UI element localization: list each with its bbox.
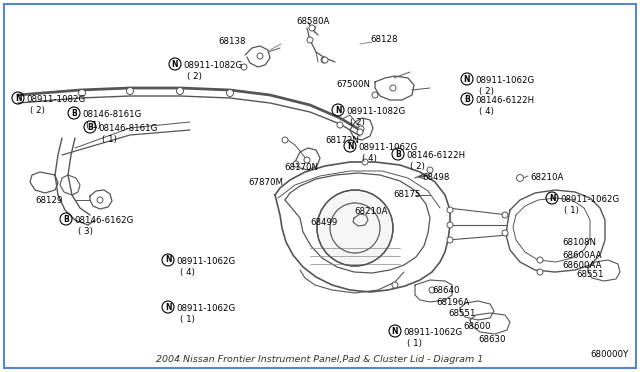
Circle shape (537, 257, 543, 263)
Circle shape (321, 57, 327, 63)
Circle shape (309, 25, 315, 31)
Text: N: N (164, 256, 172, 264)
Text: 68600AA: 68600AA (562, 261, 602, 270)
Text: B: B (464, 94, 470, 103)
Text: 68630: 68630 (478, 335, 506, 344)
Text: 68138: 68138 (218, 37, 246, 46)
Text: 68600: 68600 (463, 322, 490, 331)
Text: 2004 Nissan Frontier Instrument Panel,Pad & Cluster Lid - Diagram 1: 2004 Nissan Frontier Instrument Panel,Pa… (156, 355, 484, 364)
Text: 68128: 68128 (370, 35, 397, 44)
Text: ( 2): ( 2) (30, 106, 45, 115)
Text: N: N (335, 106, 341, 115)
Text: 68551: 68551 (576, 270, 604, 279)
Text: 68170N: 68170N (284, 163, 318, 172)
Circle shape (177, 87, 184, 94)
Text: 08911-1082G: 08911-1082G (183, 61, 243, 70)
Text: 68499: 68499 (310, 218, 337, 227)
Text: 68175: 68175 (393, 190, 420, 199)
Circle shape (322, 57, 328, 63)
Text: ( 4): ( 4) (180, 268, 195, 277)
Text: ( 2): ( 2) (187, 72, 202, 81)
Circle shape (502, 230, 508, 236)
Circle shape (447, 207, 453, 213)
Text: ( 3): ( 3) (78, 227, 93, 236)
Circle shape (372, 92, 378, 98)
Circle shape (427, 167, 433, 173)
Text: 68108N: 68108N (562, 238, 596, 247)
Text: 08911-1062G: 08911-1062G (358, 143, 417, 152)
Circle shape (429, 287, 435, 293)
Circle shape (392, 282, 398, 288)
Circle shape (304, 157, 310, 163)
Circle shape (282, 137, 288, 143)
Text: 68551: 68551 (448, 309, 476, 318)
Text: ( 2): ( 2) (479, 87, 494, 96)
Text: ( 1): ( 1) (102, 135, 117, 144)
Text: 08911-1062G: 08911-1062G (176, 257, 236, 266)
Circle shape (516, 174, 524, 182)
Text: 68580A: 68580A (296, 17, 330, 26)
Text: 08911-1062G: 08911-1062G (403, 328, 462, 337)
Text: 08911-1062G: 08911-1062G (560, 195, 620, 204)
Text: 08911-1082G: 08911-1082G (26, 95, 85, 104)
Circle shape (293, 161, 299, 167)
Text: 08146-8161G: 08146-8161G (82, 110, 141, 119)
Text: N: N (392, 327, 398, 336)
Ellipse shape (317, 190, 393, 266)
Text: 08146-6122H: 08146-6122H (406, 151, 465, 160)
Text: ( 1): ( 1) (407, 339, 422, 348)
Circle shape (337, 122, 343, 128)
Text: ( 1): ( 1) (564, 206, 579, 215)
Text: ( 2): ( 2) (350, 118, 365, 127)
Text: 68210A: 68210A (354, 207, 387, 216)
Circle shape (537, 269, 543, 275)
Text: ( 4): ( 4) (479, 107, 494, 116)
Text: N: N (548, 193, 556, 202)
Circle shape (257, 53, 263, 59)
Circle shape (447, 237, 453, 243)
Text: 08911-1062G: 08911-1062G (176, 304, 236, 313)
Text: N: N (464, 74, 470, 83)
Text: 680000Y: 680000Y (590, 350, 628, 359)
Text: ( 1): ( 1) (180, 315, 195, 324)
Text: B: B (87, 122, 93, 131)
Circle shape (502, 212, 508, 218)
Text: ( 4): ( 4) (362, 154, 377, 163)
Text: 68600AA: 68600AA (562, 251, 602, 260)
Circle shape (127, 87, 134, 94)
Text: N: N (164, 302, 172, 311)
Text: B: B (63, 215, 69, 224)
Circle shape (79, 90, 86, 96)
Text: B: B (71, 109, 77, 118)
Circle shape (97, 197, 103, 203)
Circle shape (362, 159, 368, 165)
Text: N: N (347, 141, 353, 151)
Text: ( 2): ( 2) (410, 162, 425, 171)
Text: 68196A: 68196A (436, 298, 469, 307)
Circle shape (227, 90, 234, 96)
Text: 08911-1082G: 08911-1082G (346, 107, 405, 116)
Circle shape (358, 126, 364, 132)
Text: 67870M: 67870M (248, 178, 283, 187)
Circle shape (447, 222, 453, 228)
Text: N: N (172, 60, 179, 68)
Text: 68498: 68498 (422, 173, 449, 182)
Circle shape (241, 64, 247, 70)
Text: N: N (15, 93, 21, 103)
Text: 68129: 68129 (35, 196, 62, 205)
Text: 08911-1062G: 08911-1062G (475, 76, 534, 85)
Text: 08146-8161G: 08146-8161G (98, 124, 157, 133)
Text: B: B (395, 150, 401, 158)
Text: ( 1): ( 1) (86, 121, 101, 130)
Text: 68172N: 68172N (325, 136, 359, 145)
Text: 08146-6162G: 08146-6162G (74, 216, 133, 225)
Text: 08146-6122H: 08146-6122H (475, 96, 534, 105)
Text: 67500N: 67500N (336, 80, 370, 89)
Circle shape (357, 129, 363, 135)
Text: 68640: 68640 (432, 286, 460, 295)
Circle shape (307, 37, 313, 43)
Circle shape (390, 85, 396, 91)
Text: 68210A: 68210A (530, 173, 563, 182)
